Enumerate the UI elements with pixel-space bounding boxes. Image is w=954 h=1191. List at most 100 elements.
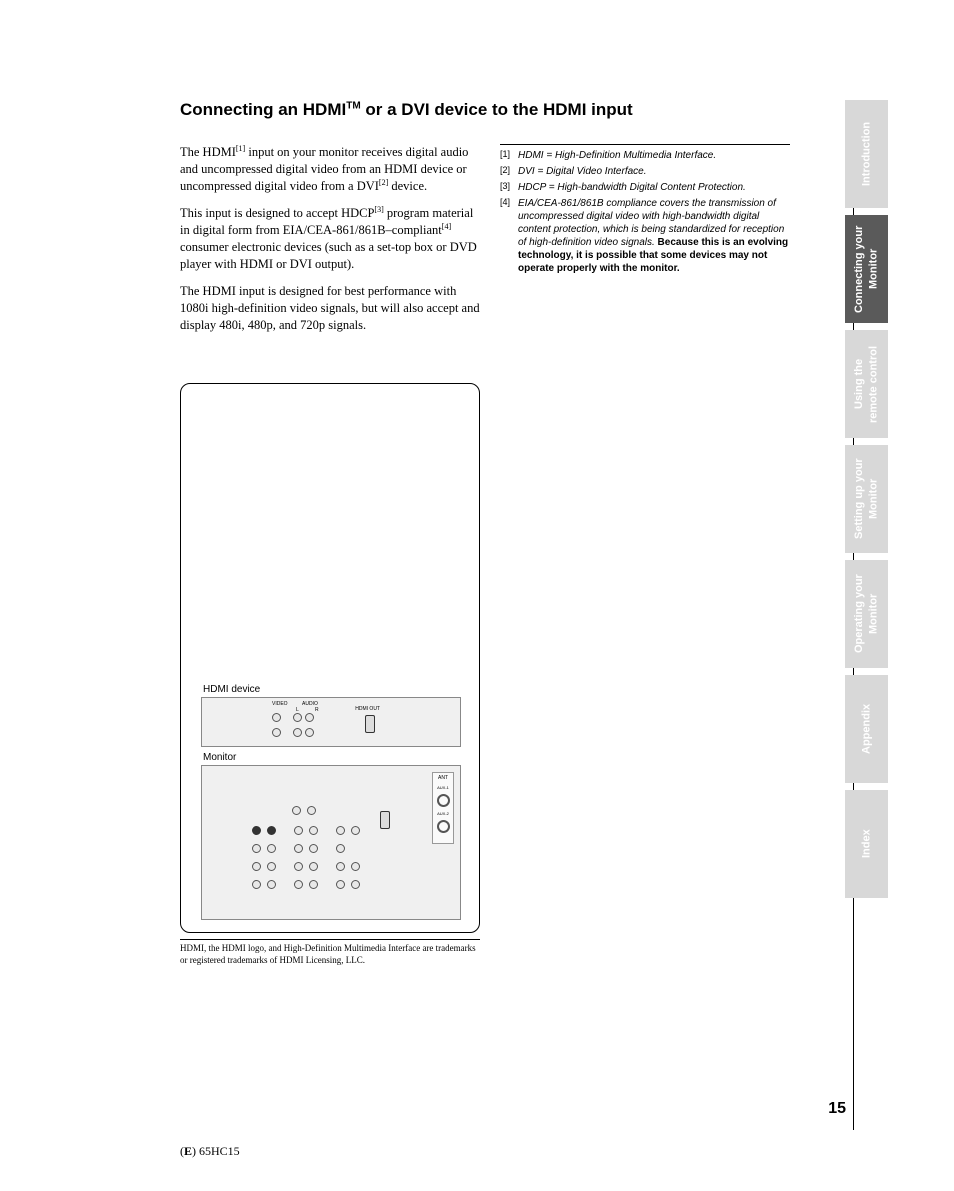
page-number: 15 bbox=[828, 1100, 846, 1118]
fn3-num: [3] bbox=[500, 181, 518, 194]
heading-prefix: Connecting an HDMI bbox=[180, 100, 346, 119]
hdmi-in-port bbox=[380, 811, 390, 829]
audio-l-port-1 bbox=[293, 713, 302, 722]
port bbox=[252, 826, 261, 835]
port bbox=[292, 806, 301, 815]
spacer bbox=[324, 880, 330, 889]
video-text: VIDEO bbox=[272, 701, 288, 707]
monitor-box: ANT AUX-1 AUX-2 bbox=[201, 765, 461, 920]
right-column: [1] HDMI = High-Definition Multimedia In… bbox=[500, 144, 790, 967]
footnote-2: [2] DVI = Digital Video Interface. bbox=[500, 165, 790, 178]
port bbox=[267, 880, 276, 889]
p1-sup1: [1] bbox=[236, 144, 245, 153]
spacer bbox=[282, 826, 288, 835]
audio-r-text: R bbox=[315, 707, 319, 713]
tab-appendix[interactable]: Appendix bbox=[845, 675, 888, 783]
video-port-2 bbox=[272, 728, 281, 737]
port bbox=[309, 862, 318, 871]
fn4-num: [4] bbox=[500, 197, 518, 275]
port bbox=[336, 862, 345, 871]
spacer bbox=[324, 826, 330, 835]
footnote-3: [3] HDCP = High-bandwidth Digital Conten… bbox=[500, 181, 790, 194]
footnote-4: [4] EIA/CEA-861/861B compliance covers t… bbox=[500, 197, 790, 275]
monitor-row4 bbox=[252, 880, 360, 889]
audio-r-port-2 bbox=[305, 728, 314, 737]
port bbox=[294, 880, 303, 889]
video-label: VIDEO bbox=[272, 701, 288, 707]
heading-suffix: or a DVI device to the HDMI input bbox=[361, 100, 633, 119]
fn2-text: DVI = Digital Video Interface. bbox=[518, 165, 790, 178]
hdmi-device-label: HDMI device bbox=[203, 684, 260, 695]
port bbox=[294, 862, 303, 871]
paragraph-3: The HDMI input is designed for best perf… bbox=[180, 283, 480, 334]
paragraph-1: The HDMI[1] input on your monitor receiv… bbox=[180, 144, 480, 195]
port bbox=[252, 862, 261, 871]
audio-r-port-1 bbox=[305, 713, 314, 722]
port bbox=[351, 862, 360, 871]
p1-text-c: device. bbox=[388, 179, 427, 193]
aux2-label: AUX-2 bbox=[437, 811, 449, 816]
port bbox=[336, 826, 345, 835]
tab-remote[interactable]: Using the remote control bbox=[845, 330, 888, 438]
hdmi-device-box: VIDEO AUDIO L R bbox=[201, 697, 461, 747]
tab-operating[interactable]: Operating your Monitor bbox=[845, 560, 888, 668]
tab-connecting[interactable]: Connecting your Monitor bbox=[845, 215, 888, 323]
port bbox=[252, 880, 261, 889]
port bbox=[309, 844, 318, 853]
tab-setting-up[interactable]: Setting up your Monitor bbox=[845, 445, 888, 553]
monitor-label: Monitor bbox=[203, 752, 236, 763]
port bbox=[252, 844, 261, 853]
heading-tm: TM bbox=[346, 100, 360, 111]
port bbox=[267, 826, 276, 835]
two-column-layout: The HDMI[1] input on your monitor receiv… bbox=[180, 144, 904, 967]
footer-bold: E bbox=[184, 1144, 192, 1158]
fn2-num: [2] bbox=[500, 165, 518, 178]
monitor-row2 bbox=[252, 844, 345, 853]
footer-suffix: ) 65HC15 bbox=[192, 1144, 240, 1158]
p2-text-c: consumer electronic devices (such as a s… bbox=[180, 240, 477, 271]
port bbox=[294, 826, 303, 835]
device-row1 bbox=[272, 713, 314, 722]
section-heading: Connecting an HDMITM or a DVI device to … bbox=[180, 100, 904, 120]
diagram-container: HDMI device VIDEO AUDIO L R bbox=[180, 383, 480, 966]
trademark-note: HDMI, the HDMI logo, and High-Definition… bbox=[180, 939, 480, 966]
tab-index[interactable]: Index bbox=[845, 790, 888, 898]
aux1-label: AUX-1 bbox=[437, 785, 449, 790]
monitor-row3 bbox=[252, 862, 360, 871]
p2-sup2: [4] bbox=[442, 222, 451, 231]
spacer bbox=[324, 844, 330, 853]
spacer bbox=[282, 862, 288, 871]
side-tabs: Introduction Connecting your Monitor Usi… bbox=[845, 100, 888, 898]
p2-sup1: [3] bbox=[374, 205, 383, 214]
hdmi-out-port bbox=[365, 715, 375, 733]
p2-text-a: This input is designed to accept HDCP bbox=[180, 206, 374, 220]
coax-1 bbox=[437, 794, 450, 807]
ant-label: ANT bbox=[438, 775, 448, 781]
p1-text-a: The HDMI bbox=[180, 145, 236, 159]
fn3-text: HDCP = High-bandwidth Digital Content Pr… bbox=[518, 181, 790, 194]
port bbox=[336, 880, 345, 889]
port bbox=[351, 826, 360, 835]
port bbox=[267, 862, 276, 871]
spacer bbox=[324, 862, 330, 871]
antenna-box: ANT AUX-1 AUX-2 bbox=[432, 772, 454, 844]
spacer bbox=[282, 880, 288, 889]
video-port-1 bbox=[272, 713, 281, 722]
port bbox=[307, 806, 316, 815]
diagram-frame: HDMI device VIDEO AUDIO L R bbox=[180, 383, 480, 933]
tab-introduction[interactable]: Introduction bbox=[845, 100, 888, 208]
fn4-text: EIA/CEA-861/861B compliance covers the t… bbox=[518, 197, 790, 275]
footnote-1: [1] HDMI = High-Definition Multimedia In… bbox=[500, 149, 790, 162]
fn1-num: [1] bbox=[500, 149, 518, 162]
port bbox=[309, 880, 318, 889]
hdmi-port-icon bbox=[380, 811, 390, 829]
footer-model: (E) 65HC15 bbox=[180, 1144, 240, 1159]
audio-l-port-2 bbox=[293, 728, 302, 737]
spacer bbox=[282, 844, 288, 853]
paragraph-2: This input is designed to accept HDCP[3]… bbox=[180, 205, 480, 273]
device-row2 bbox=[272, 728, 314, 737]
p1-sup2: [2] bbox=[379, 178, 388, 187]
monitor-row1 bbox=[252, 826, 360, 835]
left-column: The HDMI[1] input on your monitor receiv… bbox=[180, 144, 480, 967]
port bbox=[267, 844, 276, 853]
